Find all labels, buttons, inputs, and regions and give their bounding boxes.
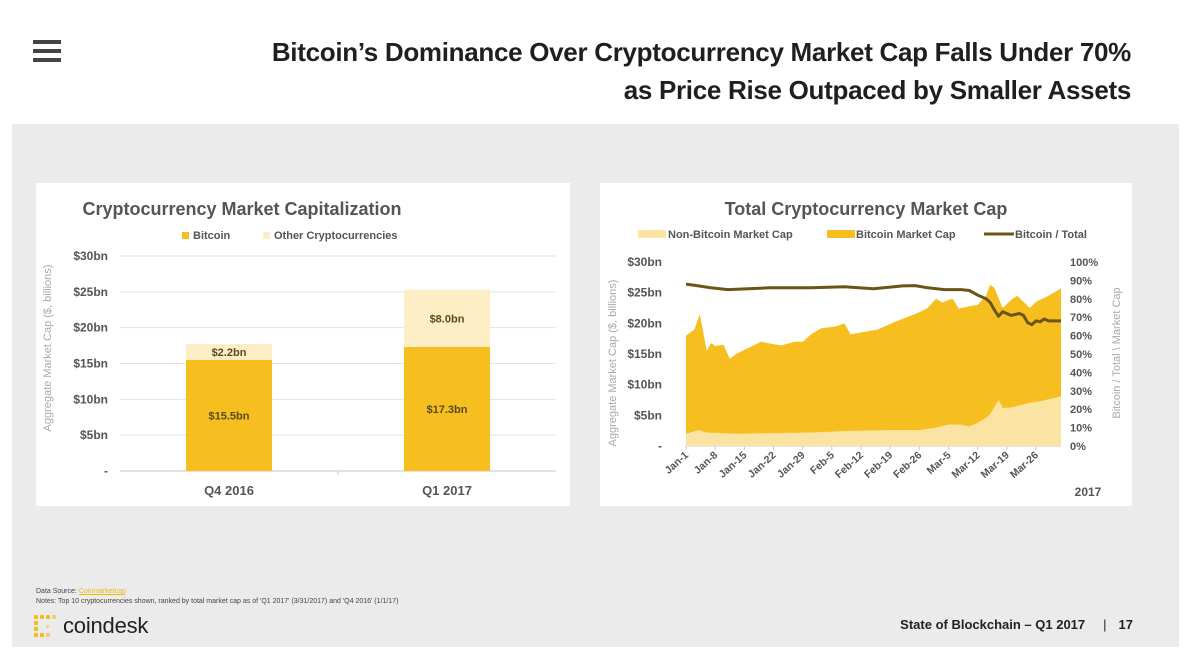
coindesk-logo-text: coindesk <box>63 613 149 638</box>
y2-tick-label: 40% <box>1070 367 1092 379</box>
total-market-cap-chart-card: Total Cryptocurrency Market Cap Non-Bitc… <box>600 183 1132 506</box>
y2-tick-label: 90% <box>1070 275 1092 287</box>
y-tick-label: $5bn <box>80 428 108 442</box>
page-title-line2: as Price Rise Outpaced by Smaller Assets <box>623 75 1132 105</box>
chart-title: Total Cryptocurrency Market Cap <box>725 199 1008 219</box>
bar-bitcoin <box>186 359 272 471</box>
y-tick-label: $5bn <box>634 408 662 422</box>
data-label: $15.5bn <box>209 410 250 422</box>
data-source-link[interactable]: Coinmarketcap <box>78 588 126 595</box>
legend-swatch-bitcoin <box>827 230 855 238</box>
y-tick-label: $10bn <box>627 378 662 392</box>
y2-tick-label: 50% <box>1070 349 1092 361</box>
y-tick-label: $20bn <box>73 321 108 335</box>
data-label: $2.2bn <box>212 347 247 359</box>
x-axis-year-label: 2017 <box>1075 485 1102 499</box>
x-tick-label: Jan-22 <box>746 449 779 480</box>
bar-other <box>404 289 490 348</box>
legend-label-other: Other Cryptocurrencies <box>274 230 397 242</box>
x-tick-label: Jan-1 <box>663 449 692 476</box>
area-non-bitcoin-market-cap <box>686 396 1061 446</box>
x-tick-label: Mar-26 <box>1008 449 1041 481</box>
footer-notes: Notes: Top 10 cryptocurrencies shown, ra… <box>36 598 399 605</box>
x-tick-label: Jan-29 <box>775 449 808 480</box>
x-tick-label: Mar-12 <box>949 449 982 481</box>
coindesk-logo-icon <box>34 615 56 637</box>
y-tick-label: - <box>104 464 108 478</box>
hamburger-menu-icon[interactable] <box>33 40 61 64</box>
line-bitcoin-dominance <box>685 282 1061 327</box>
market-cap-bar-chart: Cryptocurrency Market Capitalization Bit… <box>42 199 556 498</box>
legend-swatch-bitcoin <box>182 232 189 239</box>
x-tick-label: Mar-19 <box>979 449 1012 481</box>
y-tick-label: $15bn <box>627 347 662 361</box>
x-tick-label: Feb-19 <box>862 449 895 481</box>
y2-tick-label: 0% <box>1070 441 1086 453</box>
legend-label-non-bitcoin: Non-Bitcoin Market Cap <box>668 229 793 241</box>
data-label: $8.0bn <box>430 313 465 325</box>
y2-tick-label: 10% <box>1070 423 1092 435</box>
y-axis-label: Aggregate Market Cap ($, billions) <box>42 265 54 432</box>
total-market-cap-chart: Total Cryptocurrency Market Cap Non-Bitc… <box>607 199 1123 499</box>
y2-axis-label: Bitcoin / Total \ Market Cap <box>1111 287 1123 418</box>
y-tick-label: $20bn <box>627 316 662 330</box>
x-tick-label: Q1 2017 <box>422 483 472 498</box>
y2-tick-label: 60% <box>1070 331 1092 343</box>
y2-tick-label: 30% <box>1070 386 1092 398</box>
market-cap-bar-chart-card: Cryptocurrency Market Capitalization Bit… <box>36 183 570 506</box>
y-tick-label: $25bn <box>73 285 108 299</box>
area-bitcoin-market-cap <box>686 284 1061 446</box>
y2-tick-label: 70% <box>1070 312 1092 324</box>
page-number: 17 <box>1118 617 1133 632</box>
legend-label-bitcoin: Bitcoin Market Cap <box>856 229 956 241</box>
y-tick-label: $10bn <box>73 392 108 406</box>
x-tick-label: Jan-8 <box>692 449 721 476</box>
legend-label-ratio: Bitcoin / Total <box>1015 229 1087 241</box>
bar-bitcoin <box>404 347 490 471</box>
y-tick-label: $30bn <box>627 255 662 269</box>
bar-other <box>186 344 272 360</box>
page-title: Bitcoin’s Dominance Over Cryptocurrency … <box>272 33 1131 109</box>
legend-swatch-other <box>263 232 270 239</box>
y-tick-label: $15bn <box>73 357 108 371</box>
x-tick-label: Q4 2016 <box>204 483 254 498</box>
report-title: State of Blockchain – Q1 2017 <box>900 617 1086 632</box>
report-footer: State of Blockchain – Q1 2017 | 17 <box>900 617 1133 632</box>
y-axis-label: Aggregate Market Cap ($, billions) <box>607 280 619 447</box>
data-label: $17.3bn <box>427 404 468 416</box>
y-tick-label: $30bn <box>73 249 108 263</box>
data-source: Data Source: Coinmarketcap <box>36 588 126 595</box>
y-tick-label: $25bn <box>627 286 662 300</box>
y2-tick-label: 80% <box>1070 294 1092 306</box>
legend-swatch-non-bitcoin <box>638 230 666 238</box>
data-source-label: Data Source: <box>36 588 77 595</box>
coindesk-logo: coindesk <box>34 613 148 639</box>
y-tick-label: - <box>658 439 662 453</box>
y2-tick-label: 100% <box>1070 257 1098 269</box>
y2-tick-label: 20% <box>1070 404 1092 416</box>
chart-title: Cryptocurrency Market Capitalization <box>82 199 401 219</box>
x-tick-label: Feb-12 <box>833 449 866 481</box>
footer-separator: | <box>1103 617 1107 632</box>
page-title-line1: Bitcoin’s Dominance Over Cryptocurrency … <box>271 37 1131 67</box>
legend-label-bitcoin: Bitcoin <box>193 230 231 242</box>
x-tick-label: Jan-15 <box>717 449 750 480</box>
x-tick-label: Feb-26 <box>891 449 924 481</box>
